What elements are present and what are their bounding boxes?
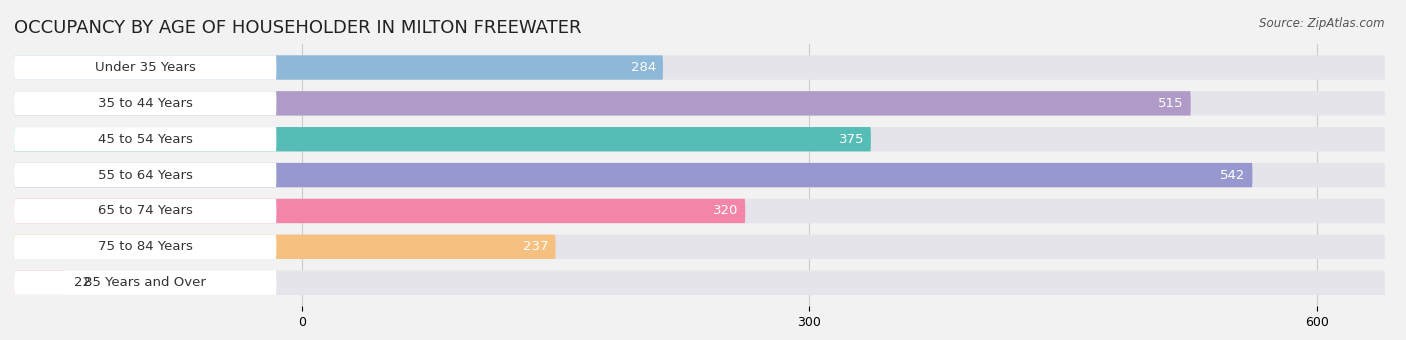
FancyBboxPatch shape bbox=[14, 55, 1385, 80]
FancyBboxPatch shape bbox=[14, 55, 664, 80]
FancyBboxPatch shape bbox=[14, 91, 277, 116]
FancyBboxPatch shape bbox=[14, 235, 555, 259]
Text: 55 to 64 Years: 55 to 64 Years bbox=[98, 169, 193, 182]
Text: 284: 284 bbox=[631, 61, 657, 74]
FancyBboxPatch shape bbox=[14, 127, 870, 151]
FancyBboxPatch shape bbox=[14, 235, 277, 259]
FancyBboxPatch shape bbox=[14, 271, 65, 295]
Text: 515: 515 bbox=[1159, 97, 1184, 110]
Text: 45 to 54 Years: 45 to 54 Years bbox=[98, 133, 193, 146]
FancyBboxPatch shape bbox=[14, 163, 277, 187]
Text: 542: 542 bbox=[1220, 169, 1246, 182]
FancyBboxPatch shape bbox=[14, 199, 1385, 223]
Text: 65 to 74 Years: 65 to 74 Years bbox=[98, 204, 193, 218]
FancyBboxPatch shape bbox=[14, 163, 1253, 187]
FancyBboxPatch shape bbox=[14, 199, 745, 223]
Text: 237: 237 bbox=[523, 240, 548, 253]
Text: Source: ZipAtlas.com: Source: ZipAtlas.com bbox=[1260, 17, 1385, 30]
FancyBboxPatch shape bbox=[14, 127, 277, 151]
Text: 22: 22 bbox=[75, 276, 91, 289]
FancyBboxPatch shape bbox=[14, 55, 277, 80]
FancyBboxPatch shape bbox=[14, 127, 1385, 151]
FancyBboxPatch shape bbox=[14, 271, 277, 295]
Text: 75 to 84 Years: 75 to 84 Years bbox=[98, 240, 193, 253]
FancyBboxPatch shape bbox=[14, 91, 1385, 116]
Text: 320: 320 bbox=[713, 204, 738, 218]
Text: Under 35 Years: Under 35 Years bbox=[94, 61, 195, 74]
FancyBboxPatch shape bbox=[14, 91, 1191, 116]
FancyBboxPatch shape bbox=[14, 235, 1385, 259]
Text: 375: 375 bbox=[838, 133, 865, 146]
FancyBboxPatch shape bbox=[14, 271, 1385, 295]
FancyBboxPatch shape bbox=[14, 199, 277, 223]
Text: OCCUPANCY BY AGE OF HOUSEHOLDER IN MILTON FREEWATER: OCCUPANCY BY AGE OF HOUSEHOLDER IN MILTO… bbox=[14, 19, 582, 37]
FancyBboxPatch shape bbox=[14, 163, 1385, 187]
Text: 85 Years and Over: 85 Years and Over bbox=[84, 276, 207, 289]
Text: 35 to 44 Years: 35 to 44 Years bbox=[98, 97, 193, 110]
